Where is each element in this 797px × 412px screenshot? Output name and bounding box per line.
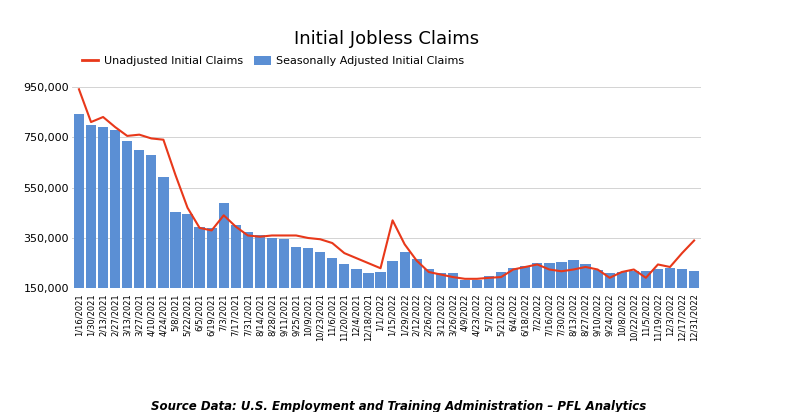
Bar — [303, 248, 313, 288]
Bar — [641, 271, 651, 288]
Bar — [279, 239, 289, 288]
Bar — [159, 178, 168, 288]
Bar — [399, 252, 410, 288]
Bar — [665, 268, 675, 288]
Bar — [255, 236, 265, 288]
Bar — [218, 203, 229, 288]
Bar — [605, 273, 614, 288]
Bar — [243, 232, 253, 288]
Legend: Unadjusted Initial Claims, Seasonally Adjusted Initial Claims: Unadjusted Initial Claims, Seasonally Ad… — [77, 52, 469, 71]
Bar — [86, 124, 96, 288]
Bar — [436, 273, 446, 288]
Bar — [375, 272, 386, 288]
Bar — [411, 260, 422, 288]
Bar — [520, 266, 530, 288]
Text: Source Data: U.S. Employment and Training Administration – PFL Analytics: Source Data: U.S. Employment and Trainin… — [151, 400, 646, 412]
Bar — [351, 269, 362, 288]
Bar — [315, 252, 325, 288]
Bar — [183, 214, 193, 288]
Bar — [532, 263, 543, 288]
Bar — [689, 271, 699, 288]
Bar — [544, 263, 555, 288]
Bar — [424, 269, 434, 288]
Bar — [363, 273, 374, 288]
Bar — [677, 269, 687, 288]
Bar — [98, 127, 108, 288]
Bar — [340, 265, 349, 288]
Bar — [508, 268, 518, 288]
Bar — [496, 272, 506, 288]
Bar — [568, 260, 579, 288]
Bar — [110, 130, 120, 288]
Bar — [291, 247, 301, 288]
Bar — [230, 225, 241, 288]
Bar — [74, 115, 84, 288]
Bar — [122, 141, 132, 288]
Bar — [592, 270, 603, 288]
Bar — [387, 261, 398, 288]
Bar — [448, 273, 458, 288]
Bar — [206, 228, 217, 288]
Bar — [472, 280, 482, 288]
Bar — [556, 262, 567, 288]
Bar — [194, 227, 205, 288]
Bar — [580, 264, 591, 288]
Bar — [146, 155, 156, 288]
Bar — [134, 150, 144, 288]
Bar — [484, 276, 494, 288]
Bar — [267, 239, 277, 288]
Bar — [653, 269, 663, 288]
Bar — [171, 211, 181, 288]
Bar — [629, 271, 639, 288]
Bar — [327, 258, 337, 288]
Title: Initial Jobless Claims: Initial Jobless Claims — [294, 30, 479, 48]
Bar — [617, 272, 627, 288]
Bar — [460, 280, 470, 288]
